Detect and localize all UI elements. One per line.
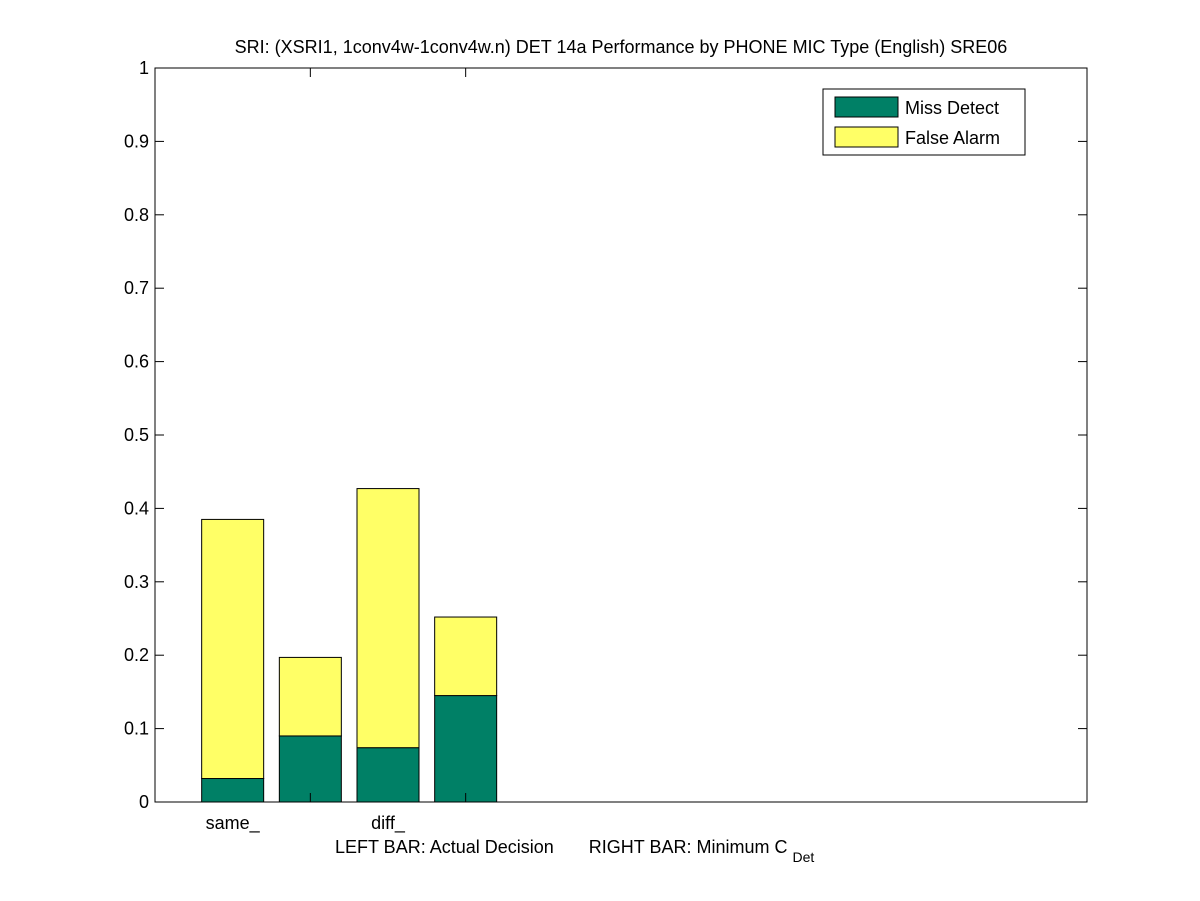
x-category-label-diff: diff_ bbox=[371, 813, 406, 834]
legend-label-miss-detect: Miss Detect bbox=[905, 98, 999, 118]
legend-label-false-alarm: False Alarm bbox=[905, 128, 1000, 148]
bar-false-alarm-same-minimum bbox=[278, 656, 342, 737]
x-axis-label-left: LEFT BAR: Actual Decision bbox=[335, 837, 554, 857]
bar-miss-detect-same-actual bbox=[201, 778, 265, 803]
bar-false-alarm-diff-actual bbox=[356, 488, 420, 749]
bar-false-alarm-same-actual bbox=[201, 518, 265, 780]
bar-false-alarm-diff-minimum bbox=[434, 616, 498, 697]
x-axis-label: LEFT BAR: Actual Decision RIGHT BAR: Min… bbox=[335, 837, 814, 865]
legend-swatch-miss-detect bbox=[834, 96, 899, 118]
legend-swatch-false-alarm bbox=[834, 126, 899, 148]
axes-layer: 0 0.1 0.2 0.3 0.4 0.5 0.6 0.7 0.8 0.9 1 same_ diff_ bbox=[124, 58, 1087, 834]
y-tick-label-2: 0.2 bbox=[124, 645, 149, 665]
y-tick-label-7: 0.7 bbox=[124, 278, 149, 298]
y-tick-label-10: 1 bbox=[139, 58, 149, 78]
y-tick-label-4: 0.4 bbox=[124, 498, 149, 518]
x-axis-label-right: RIGHT BAR: Minimum C bbox=[589, 837, 788, 857]
y-tick-label-5: 0.5 bbox=[124, 425, 149, 445]
y-tick-label-3: 0.3 bbox=[124, 572, 149, 592]
y-tick-label-0: 0 bbox=[139, 792, 149, 812]
y-tick-label-9: 0.9 bbox=[124, 131, 149, 151]
y-tick-label-8: 0.8 bbox=[124, 205, 149, 225]
bar-miss-detect-same-minimum bbox=[278, 735, 342, 803]
x-axis-label-subscript: Det bbox=[792, 849, 814, 865]
bar-miss-detect-diff-actual bbox=[356, 747, 420, 803]
x-category-label-same: same_ bbox=[206, 813, 261, 834]
y-tick-label-1: 0.1 bbox=[124, 719, 149, 739]
bar-miss-detect-diff-minimum bbox=[434, 695, 498, 803]
legend: Miss Detect False Alarm bbox=[822, 88, 1026, 156]
y-tick-label-6: 0.6 bbox=[124, 352, 149, 372]
bars-layer bbox=[201, 488, 498, 803]
chart-title: SRI: (XSRI1, 1conv4w-1conv4w.n) DET 14a … bbox=[235, 37, 1008, 57]
